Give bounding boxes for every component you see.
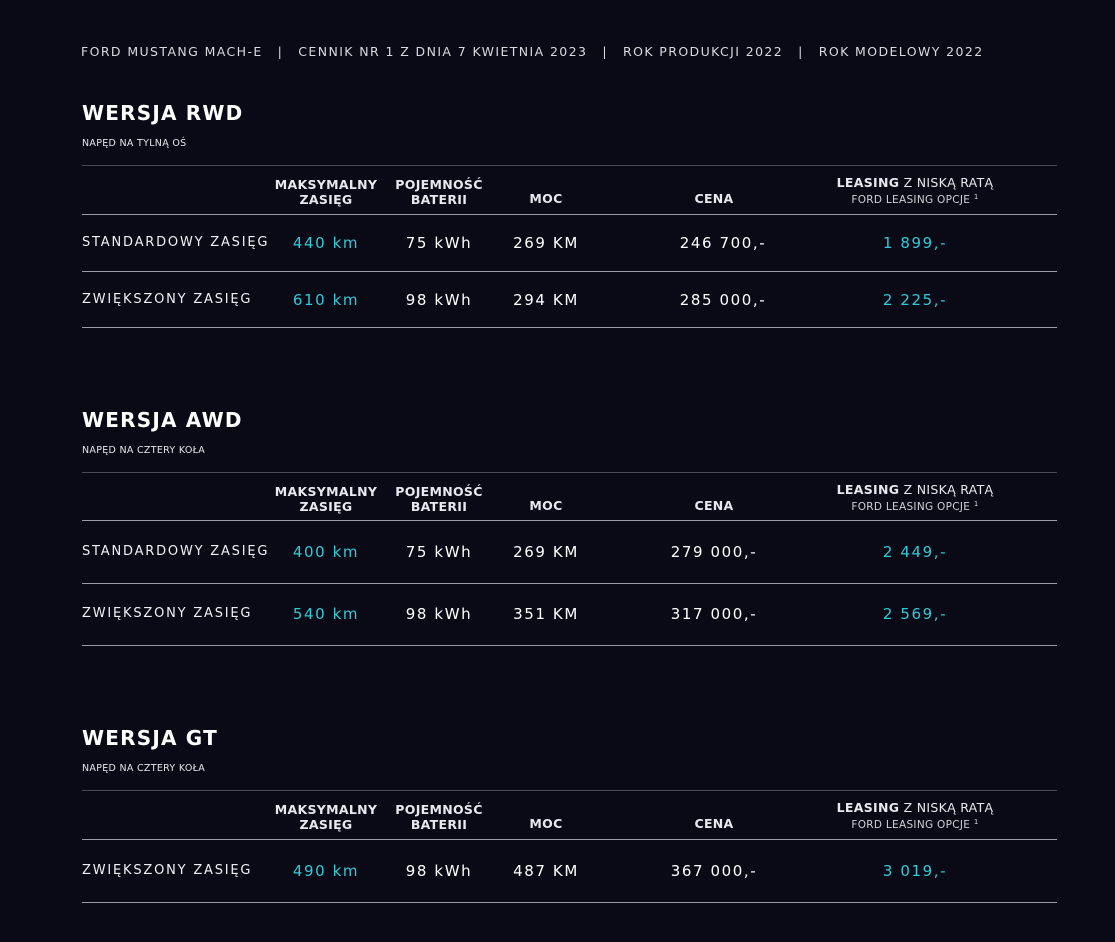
section-rwd: WERSJA RWD NAPĘD NA TYLNĄ OŚ MAKSYMALNY Z… <box>82 101 1057 331</box>
header-model-year: ROK MODELOWY 2022 <box>818 44 984 59</box>
cell-power: 269 KM <box>513 234 579 252</box>
section-awd: WERSJA AWD NAPĘD NA CZTERY KOŁA MAKSYMAL… <box>82 408 1057 648</box>
divider <box>82 520 1057 521</box>
header-separator: | <box>277 44 284 59</box>
cell-battery: 75 kWh <box>405 234 473 252</box>
column-header-power: MOC <box>529 816 563 831</box>
column-header-leasing: LEASING Z NISKĄ RATĄ FORD LEASING OPCJE … <box>836 482 994 513</box>
cell-price: 317 000,- <box>670 605 758 623</box>
cell-range: 540 km <box>292 605 360 623</box>
column-header-price: CENA <box>694 498 734 513</box>
divider <box>82 902 1057 903</box>
column-header-power: MOC <box>529 498 563 513</box>
cell-range: 610 km <box>292 291 360 309</box>
cell-price: 367 000,- <box>670 862 758 880</box>
section-title: WERSJA GT <box>82 726 218 750</box>
divider <box>82 472 1057 473</box>
section-subtitle: NAPĘD NA CZTERY KOŁA <box>82 445 206 456</box>
column-header-price: CENA <box>694 191 734 206</box>
header-pricelist: CENNIK NR 1 Z DNIA 7 KWIETNIA 2023 <box>298 44 588 59</box>
cell-battery: 98 kWh <box>405 862 473 880</box>
divider <box>82 214 1057 215</box>
cell-price: 285 000,- <box>679 291 767 309</box>
row-label: STANDARDOWY ZASIĘG <box>82 544 270 559</box>
cell-leasing: 2 449,- <box>882 543 948 561</box>
section-subtitle: NAPĘD NA CZTERY KOŁA <box>82 763 206 774</box>
header-separator: | <box>602 44 608 59</box>
section-title: WERSJA AWD <box>82 408 243 432</box>
cell-leasing: 1 899,- <box>882 234 948 252</box>
column-header-battery: POJEMNOŚĆ BATERII <box>395 484 483 514</box>
divider <box>82 839 1057 840</box>
section-gt: WERSJA GT NAPĘD NA CZTERY KOŁA MAKSYMALN… <box>82 726 1057 906</box>
column-header-battery: POJEMNOŚĆ BATERII <box>395 802 483 832</box>
column-header-power: MOC <box>529 191 563 206</box>
section-subtitle: NAPĘD NA TYLNĄ OŚ <box>82 138 187 149</box>
header-model: FORD MUSTANG MACH-E <box>81 44 263 59</box>
cell-range: 490 km <box>292 862 360 880</box>
cell-power: 294 KM <box>513 291 579 309</box>
cell-battery: 98 kWh <box>405 605 473 623</box>
row-label: ZWIĘKSZONY ZASIĘG <box>82 606 253 621</box>
cell-price: 246 700,- <box>679 234 767 252</box>
cell-range: 400 km <box>292 543 360 561</box>
column-header-leasing: LEASING Z NISKĄ RATĄ FORD LEASING OPCJE … <box>836 800 994 831</box>
divider <box>82 645 1057 646</box>
divider <box>82 271 1057 272</box>
divider <box>82 165 1057 166</box>
cell-leasing: 2 569,- <box>882 605 948 623</box>
header-separator: | <box>798 44 804 59</box>
column-header-leasing: LEASING Z NISKĄ RATĄ FORD LEASING OPCJE … <box>836 175 994 206</box>
cell-power: 269 KM <box>513 543 579 561</box>
row-label: ZWIĘKSZONY ZASIĘG <box>82 863 253 878</box>
row-label: STANDARDOWY ZASIĘG <box>82 235 270 250</box>
cell-battery: 98 kWh <box>405 291 473 309</box>
column-header-range: MAKSYMALNY ZASIĘG <box>274 802 378 832</box>
divider <box>82 327 1057 328</box>
document-header: FORD MUSTANG MACH-E | CENNIK NR 1 Z DNIA 7… <box>81 44 984 59</box>
column-header-range: MAKSYMALNY ZASIĘG <box>274 177 378 207</box>
divider <box>82 583 1057 584</box>
cell-price: 279 000,- <box>670 543 758 561</box>
column-header-range: MAKSYMALNY ZASIĘG <box>274 484 378 514</box>
cell-battery: 75 kWh <box>405 543 473 561</box>
cell-power: 351 KM <box>513 605 579 623</box>
cell-leasing: 3 019,- <box>882 862 948 880</box>
section-title: WERSJA RWD <box>82 101 244 125</box>
cell-leasing: 2 225,- <box>882 291 948 309</box>
cell-power: 487 KM <box>513 862 579 880</box>
column-header-battery: POJEMNOŚĆ BATERII <box>395 177 483 207</box>
row-label: ZWIĘKSZONY ZASIĘG <box>82 292 253 307</box>
cell-range: 440 km <box>292 234 360 252</box>
header-production-year: ROK PRODUKCJI 2022 <box>623 44 784 59</box>
divider <box>82 790 1057 791</box>
column-header-price: CENA <box>694 816 734 831</box>
